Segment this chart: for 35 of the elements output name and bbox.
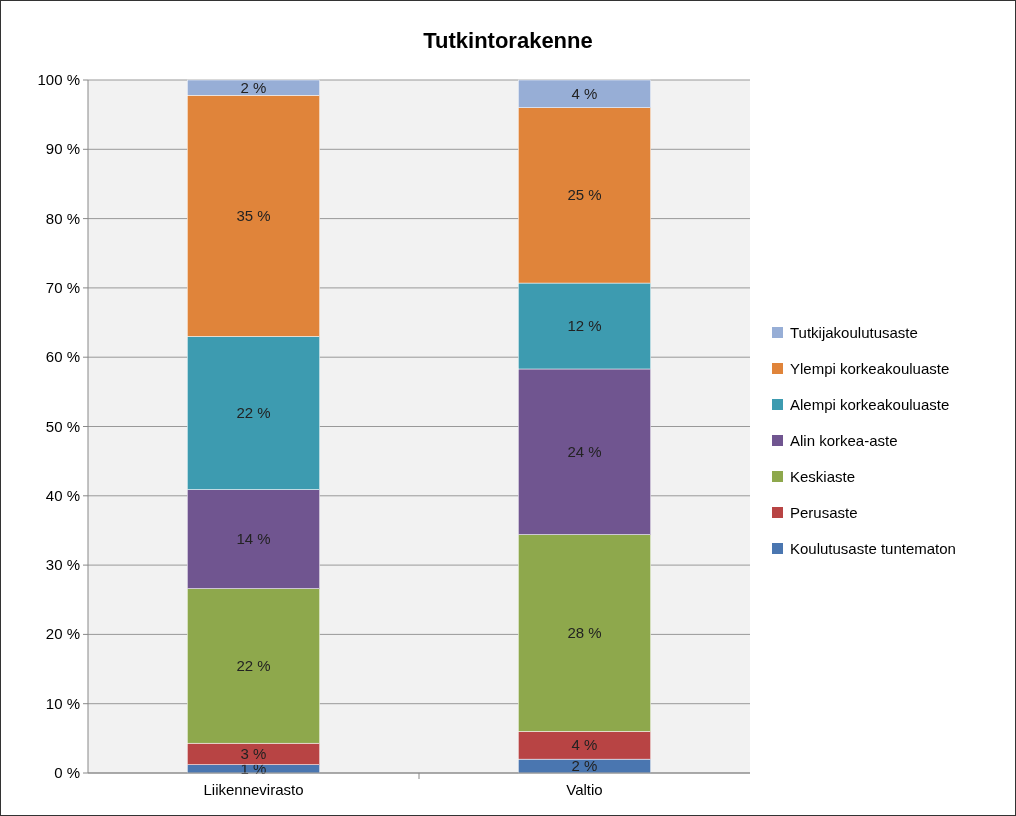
y-tick-label: 70 % <box>45 278 80 296</box>
data-label: 22 % <box>236 403 271 421</box>
legend-label: Perusaste <box>790 504 858 521</box>
y-tick-label: 40 % <box>45 486 80 504</box>
data-label: 12 % <box>567 317 602 335</box>
legend-label: Koulutusaste tuntematon <box>790 540 956 557</box>
data-label: 2 % <box>240 78 267 96</box>
y-tick-label: 0 % <box>54 764 80 781</box>
y-tick-label: 90 % <box>45 140 80 158</box>
legend-label: Alempi korkeakouluaste <box>790 396 950 413</box>
y-tick-label: 100 % <box>37 71 80 88</box>
data-label: 3 % <box>240 744 267 762</box>
legend-label: Tutkijakoulutusaste <box>790 324 918 341</box>
legend-label: Ylempi korkeakouluaste <box>790 360 950 377</box>
legend-label: Keskiaste <box>790 468 856 485</box>
y-tick-label: 30 % <box>45 556 80 574</box>
y-tick-label: 80 % <box>45 209 80 227</box>
data-label: 28 % <box>567 624 602 642</box>
data-label: 25 % <box>567 186 602 204</box>
y-tick-label: 60 % <box>45 348 80 366</box>
legend-label: Alin korkea-aste <box>790 432 898 449</box>
chart-title: Tutkintorakenne <box>423 28 593 53</box>
data-label: 14 % <box>236 530 271 548</box>
x-tick-label: Liikennevirasto <box>203 781 304 798</box>
data-label: 35 % <box>236 206 271 224</box>
x-tick-label: Valtio <box>566 781 603 798</box>
y-tick-label: 10 % <box>45 694 80 712</box>
y-tick-label: 50 % <box>45 417 80 435</box>
y-tick-label: 20 % <box>45 625 80 643</box>
data-label: 24 % <box>567 442 602 460</box>
data-label: 22 % <box>236 656 271 674</box>
data-label: 4 % <box>571 84 598 102</box>
data-label: 4 % <box>571 736 598 754</box>
data-label: 2 % <box>571 757 598 775</box>
data-label: 1 % <box>240 759 267 777</box>
